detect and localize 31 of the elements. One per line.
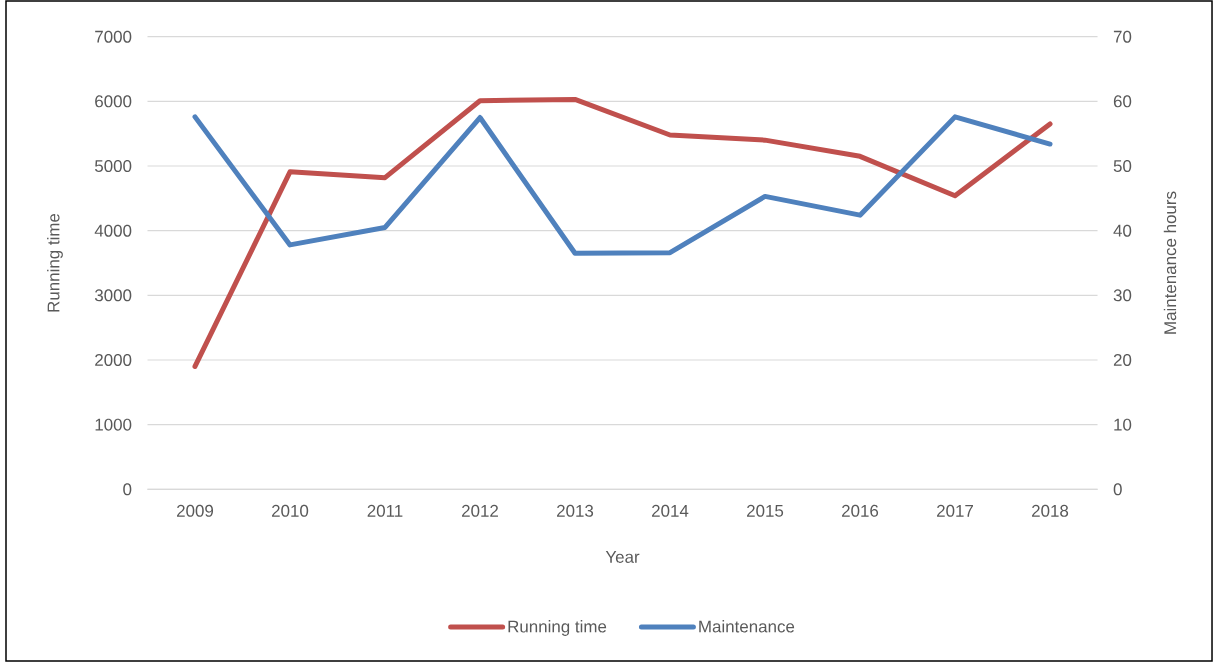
y2-tick-label: 70 [1113,30,1132,43]
y-tick-label: 6000 [95,95,132,108]
y-tick-label: 7000 [95,30,132,43]
legend-label: Running time [508,620,607,636]
y2-tick-label: 10 [1114,418,1132,431]
y-tick-label: 4000 [94,224,132,237]
x-axis-title: Year [605,551,640,563]
x-tick-label: 2013 [557,504,594,517]
x-tick-label: 2014 [652,504,689,517]
y2-tick-label: 60 [1113,95,1132,108]
x-tick-label: 2016 [842,504,879,517]
y2-tick-label: 30 [1113,289,1132,302]
y-tick-label: 1000 [95,418,132,431]
y-axis-title: Running time [47,213,63,312]
x-tick-label: 2012 [462,504,498,517]
y-tick-label: 3000 [94,289,132,302]
y2-tick-label: 50 [1113,160,1132,173]
y-tick-label: 2000 [95,353,132,366]
x-tick-label: 2010 [272,504,309,517]
x-tick-label: 2009 [177,504,214,517]
x-tick-label: 2015 [747,504,784,517]
x-tick-label: 2011 [367,504,403,517]
y-tick-label: 0 [123,483,132,496]
y2-tick-label: 40 [1113,224,1132,237]
y2-tick-label: 20 [1113,353,1132,366]
x-tick-label: 2018 [1032,504,1069,517]
y2-axis-title: Maintenance hours [1163,191,1177,334]
x-tick-label: 2017 [937,504,973,517]
y2-tick-label: 0 [1113,483,1122,496]
y-tick-label: 5000 [94,160,132,173]
legend-label: Maintenance [699,620,795,633]
